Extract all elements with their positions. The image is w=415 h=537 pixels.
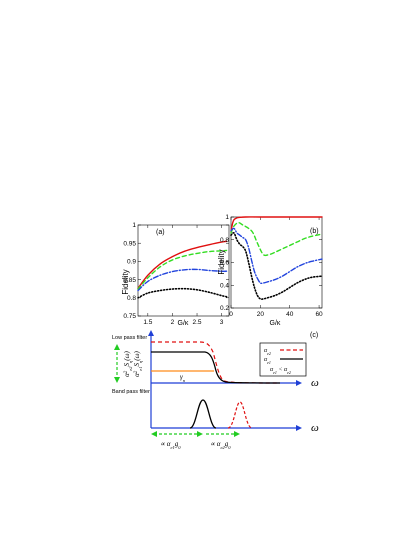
panel-a-ytick-label: 0.95 [123,240,136,247]
panel-b-series-dashdot [230,227,323,285]
c-legend-note: αe1 < αe2 [270,367,291,375]
panel-b-xlabel: G/κ [270,320,281,327]
panel-b-label: (b) [310,228,319,235]
panel-a-ytick-label: 0.8 [127,295,136,302]
c-arrow-label-1: ∝ αe1g0 [160,440,181,450]
c-axis-band-pass-arrowhead [296,425,302,431]
panel-b-series-solid [230,216,323,233]
panel-b: Fidelity G/κ (b) 0 20 40 60 0.2 0.4 0.6 0.8 1 [217,214,323,327]
c-band-peak-red [227,401,253,429]
panel-a: Fidelity G/κ (a) 1.5 2 2.5 3 0.75 0.8 0.85 0.9 0… [121,222,230,327]
c-legend-label-red: αe2 [264,348,271,356]
panel-a-xtick-label: 2 [171,319,175,326]
c-gamma-label: γn [180,373,186,383]
panel-b-ytick-label: 1 [225,214,229,221]
c-low-pass-curve-red [151,341,281,384]
panel-a-series-solid [137,240,228,290]
c-y-axis-arrowhead [148,330,154,336]
svg-text:α2e1Sη(ω): α2e1Sη(ω) [133,350,143,376]
svg-text:α2e2Sη(ω): α2e2Sη(ω) [123,350,133,376]
panel-a-xtick-label: 1.5 [143,319,152,326]
c-vertical-arrowhead-up [114,344,120,350]
panel-a-xtick-label: 3 [220,319,224,326]
c-omega-low: ω [311,377,319,389]
panel-c: (c) ω ω Low pass filter Band pass filter… [112,330,319,450]
c-low-pass-curve-black [151,351,281,384]
panel-a-ylabel: Fidelity [121,269,130,294]
panel-a-ytick-label: 0.85 [123,277,136,284]
c-omega-band: ω [311,422,319,434]
c-arrow-1-left-head [151,431,157,437]
panel-a-xtick-label: 2.5 [193,319,202,326]
c-legend-label-black: αe1 [264,357,271,365]
panel-b-xtick-label: 20 [257,311,265,318]
c-band-pass-label: Band pass filter [112,389,150,395]
panel-b-series-dashed [230,221,323,257]
panel-b-ylabel: Fidelity [217,249,226,274]
panel-b-ytick-label: 0.4 [220,282,229,289]
panel-a-series-dotted [137,287,228,299]
c-band-peak-black [189,399,217,429]
panel-c-label: (c) [310,332,318,339]
panel-b-xtick-label: 40 [286,311,294,318]
panel-b-series-dotted [230,232,323,300]
panel-a-series-dashed [137,249,228,290]
panel-b-ytick-label: 0.8 [220,237,229,244]
c-axis-low-pass-arrowhead [296,380,302,386]
panel-a-ytick-label: 0.9 [127,259,136,266]
c-arrow-2-right-head [234,431,240,437]
c-arrow-label-2: ∝ αe2g0 [210,440,231,450]
panel-a-frame [137,224,230,317]
panel-b-xtick-label: 60 [315,311,323,318]
c-arrow-1-right-head [197,431,203,437]
panel-b-xtick-label: 0 [229,311,233,318]
c-low-pass-label: Low pass filter [112,335,147,341]
panel-a-xlabel: G/κ [178,320,189,327]
panel-b-ytick-label: 0.6 [220,260,229,267]
panel-a-ytick-label: 0.75 [123,313,136,320]
c-vertical-arrowhead-down [114,377,120,383]
panel-b-ytick-label: 0.2 [220,305,229,312]
panel-a-label: (a) [156,229,165,236]
c-ylabel-top: α2e2Sη(ω) [123,350,133,376]
c-ylabel-bottom: α2e1Sη(ω) [133,350,143,376]
panel-a-ytick-label: 1 [132,222,136,229]
panel-a-series-dashdot [137,268,228,292]
